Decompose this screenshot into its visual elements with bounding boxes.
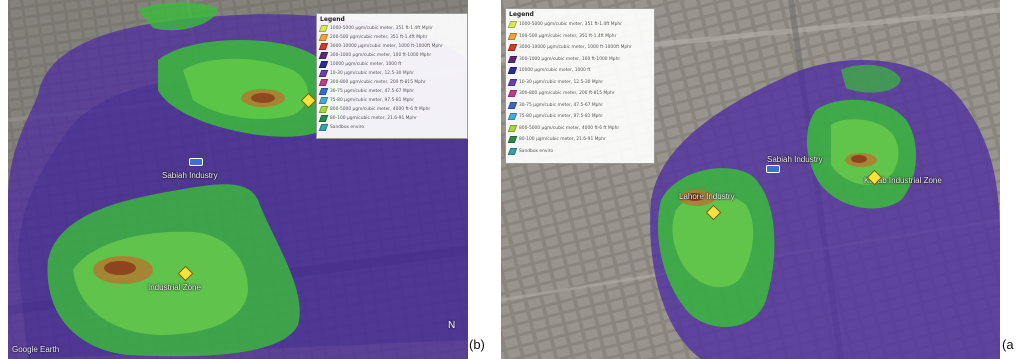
legend-swatch-icon bbox=[507, 90, 518, 98]
compass-icon[interactable]: N bbox=[448, 320, 456, 331]
legend-swatch-icon bbox=[318, 25, 329, 32]
legend-item-label: Sandbox enviro bbox=[519, 148, 554, 154]
place-label-right: Kasab Industrial Zone bbox=[864, 176, 942, 185]
legend-swatch-icon bbox=[507, 78, 518, 86]
legend-item-label: 300-1000 µgm/cubic meter, 100 ft-1000 Mp… bbox=[519, 56, 621, 62]
legend-item-label: 80-100 µgm/cubic meter, 21.6-91 Mphr bbox=[330, 116, 417, 121]
map-marker-icon[interactable] bbox=[766, 165, 780, 173]
legend-swatch-icon bbox=[507, 147, 518, 155]
legend-a: Legend 1000-5000 µgm/cubic meter, 351 ft… bbox=[505, 8, 655, 164]
legend-swatch-icon bbox=[507, 32, 518, 40]
legend-item-label: 300-800 µgm/cubic meter, 200 ft-815 Mphr bbox=[519, 91, 615, 97]
legend-item: 800-5000 µgm/cubic meter, 4000 ft-6 ft M… bbox=[506, 123, 654, 135]
legend-item: 800-5000 µgm/cubic meter, 4000 ft-6 ft M… bbox=[317, 105, 467, 114]
legend-swatch-icon bbox=[507, 55, 518, 63]
legend-item: 80-100 µgm/cubic meter, 21.6-91 Mphr bbox=[506, 134, 654, 146]
legend-swatch-icon bbox=[507, 136, 518, 144]
legend-swatch-icon bbox=[507, 113, 518, 121]
legend-item: 10-30 µgm/cubic meter, 12.5-30 Mphr bbox=[506, 77, 654, 89]
legend-swatch-icon bbox=[318, 43, 329, 50]
legend-b: Legend 1000-5000 µgm/cubic meter, 351 ft… bbox=[316, 13, 468, 139]
legend-item: 10000 µgm/cubic meter, 1000 ft bbox=[317, 60, 467, 69]
legend-item-label: 1000-5000 µgm/cubic meter, 351 ft-1.4ft … bbox=[330, 26, 433, 31]
legend-item: 10-30 µgm/cubic meter, 12.5-30 Mphr bbox=[317, 69, 467, 78]
place-label-top: Sabiah Industry bbox=[162, 171, 218, 180]
legend-swatch-icon bbox=[318, 34, 329, 41]
legend-item: 300-800 µgm/cubic meter, 200 ft-815 Mphr bbox=[506, 88, 654, 100]
legend-title: Legend bbox=[320, 16, 345, 23]
legend-item-label: 3000-10000 µgm/cubic meter, 1000 ft-1000… bbox=[330, 44, 443, 49]
map-panel-a[interactable]: Sabiah Industry Lahore Industry Kasab In… bbox=[501, 0, 1000, 359]
legend-swatch-icon bbox=[507, 124, 518, 132]
legend-item-label: 75-80 µgm/cubic meter, 97.5-81 Mphr bbox=[519, 114, 604, 120]
legend-item-label: 300-1000 µgm/cubic meter, 100 ft-1000 Mp… bbox=[330, 53, 432, 58]
legend-item: 300-800 µgm/cubic meter, 200 ft-815 Mphr bbox=[317, 78, 467, 87]
legend-swatch-icon bbox=[318, 70, 329, 77]
legend-item: 300-1000 µgm/cubic meter, 100 ft-1000 Mp… bbox=[506, 54, 654, 66]
legend-item: 10000 µgm/cubic meter, 1000 ft bbox=[506, 65, 654, 77]
legend-item-label: 1000-5000 µgm/cubic meter, 351 ft-1.4ft … bbox=[519, 22, 622, 28]
legend-item: 200-500 µgm/cubic meter, 351 ft-1.4ft Mp… bbox=[317, 33, 467, 42]
legend-item: 30-75 µgm/cubic meter, 47.5-67 Mphr bbox=[506, 100, 654, 112]
legend-item-label: 200-500 µgm/cubic meter, 351 ft-1.4ft Mp… bbox=[330, 35, 428, 40]
legend-swatch-icon bbox=[318, 115, 329, 122]
legend-item-label: 800-5000 µgm/cubic meter, 4000 ft-6 ft M… bbox=[330, 107, 431, 112]
google-earth-attribution: Google Earth bbox=[12, 345, 60, 354]
legend-item: Sandbox enviro bbox=[506, 146, 654, 158]
place-label-bottom: Industrial Zone bbox=[148, 283, 201, 292]
legend-title: Legend bbox=[509, 11, 534, 18]
legend-item-label: 75-80 µgm/cubic meter, 97.5-81 Mphr bbox=[330, 98, 415, 103]
legend-swatch-icon bbox=[507, 67, 518, 75]
map-panel-b[interactable]: Sabiah Industry Industrial Zone Google E… bbox=[8, 0, 468, 359]
legend-item: Sandbox enviro bbox=[317, 123, 467, 132]
legend-swatch-icon bbox=[318, 88, 329, 95]
map-marker-icon[interactable] bbox=[189, 158, 203, 166]
legend-item-label: 80-100 µgm/cubic meter, 21.6-91 Mphr bbox=[519, 137, 606, 143]
legend-item: 75-80 µgm/cubic meter, 97.5-81 Mphr bbox=[317, 96, 467, 105]
legend-swatch-icon bbox=[318, 97, 329, 104]
legend-item: 3000-10000 µgm/cubic meter, 1000 ft-1000… bbox=[317, 42, 467, 51]
legend-item-label: 30-75 µgm/cubic meter, 47.5-67 Mphr bbox=[330, 89, 415, 94]
legend-item: 1000-5000 µgm/cubic meter, 351 ft-1.4ft … bbox=[317, 24, 467, 33]
legend-item-label: Sandbox enviro bbox=[330, 125, 365, 130]
legend-item: 3000-10000 µgm/cubic meter, 1000 ft-1000… bbox=[506, 42, 654, 54]
legend-swatch-icon bbox=[318, 124, 329, 131]
legend-item-label: 10-30 µgm/cubic meter, 12.5-30 Mphr bbox=[519, 79, 604, 85]
legend-item-label: 10000 µgm/cubic meter, 1000 ft bbox=[519, 68, 591, 74]
legend-item-label: 100-500 µgm/cubic meter, 351 ft-1.4ft Mp… bbox=[519, 33, 617, 39]
legend-item: 75-80 µgm/cubic meter, 97.5-81 Mphr bbox=[506, 111, 654, 123]
legend-swatch-icon bbox=[318, 79, 329, 86]
legend-swatch-icon bbox=[507, 101, 518, 109]
legend-swatch-icon bbox=[318, 61, 329, 68]
legend-item-label: 30-75 µgm/cubic meter, 47.5-67 Mphr bbox=[519, 102, 604, 108]
legend-swatch-icon bbox=[318, 52, 329, 59]
legend-swatch-icon bbox=[507, 44, 518, 52]
legend-item: 30-75 µgm/cubic meter, 47.5-67 Mphr bbox=[317, 87, 467, 96]
legend-item: 100-500 µgm/cubic meter, 351 ft-1.4ft Mp… bbox=[506, 31, 654, 43]
legend-item: 300-1000 µgm/cubic meter, 100 ft-1000 Mp… bbox=[317, 51, 467, 60]
legend-item-label: 800-5000 µgm/cubic meter, 4000 ft-6 ft M… bbox=[519, 125, 620, 131]
legend-item-label: 3000-10000 µgm/cubic meter, 1000 ft-1000… bbox=[519, 45, 632, 51]
legend-swatch-icon bbox=[318, 106, 329, 113]
place-label-left: Lahore Industry bbox=[679, 192, 735, 201]
legend-item-label: 10-30 µgm/cubic meter, 12.5-30 Mphr bbox=[330, 71, 415, 76]
legend-item: 80-100 µgm/cubic meter, 21.6-91 Mphr bbox=[317, 114, 467, 123]
figure-label-a: (a bbox=[1002, 337, 1014, 352]
legend-item-label: 10000 µgm/cubic meter, 1000 ft bbox=[330, 62, 402, 67]
place-label-mid: Sabiah Industry bbox=[767, 155, 823, 164]
legend-item-label: 300-800 µgm/cubic meter, 200 ft-815 Mphr bbox=[330, 80, 426, 85]
legend-swatch-icon bbox=[507, 21, 518, 29]
figure-label-b: (b) bbox=[469, 337, 485, 352]
legend-item: 1000-5000 µgm/cubic meter, 351 ft-1.4ft … bbox=[506, 19, 654, 31]
